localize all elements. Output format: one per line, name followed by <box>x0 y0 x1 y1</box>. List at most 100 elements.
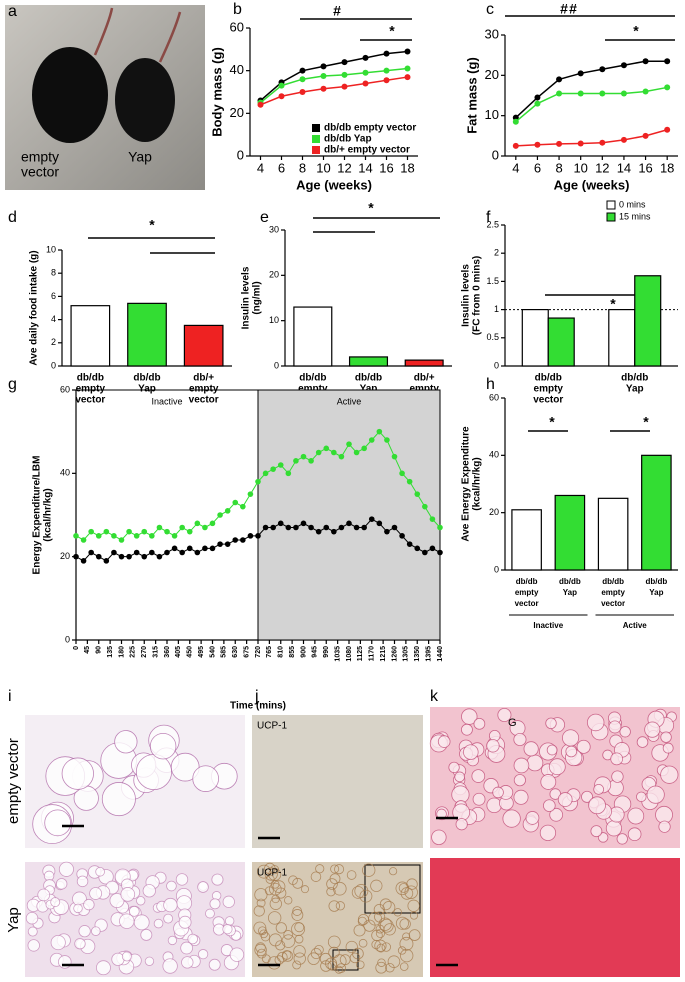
data-point <box>399 533 405 539</box>
data-point <box>209 520 216 527</box>
x-tick-label: 16 <box>379 160 393 175</box>
cell <box>149 732 177 760</box>
data-point <box>368 437 375 443</box>
x-tick-label: 1440 <box>437 646 444 662</box>
y-tick-label: 40 <box>489 450 499 460</box>
panel-label: e <box>260 209 269 226</box>
cell <box>385 962 395 973</box>
cell <box>611 770 624 783</box>
x-tick-label: db/db <box>559 577 581 586</box>
cell <box>277 951 288 963</box>
x-tick-label: empty <box>76 384 106 395</box>
cell <box>328 900 340 912</box>
cell <box>374 939 387 952</box>
data-point <box>331 528 337 535</box>
bar <box>554 494 586 571</box>
cell <box>229 947 245 962</box>
tail <box>93 7 114 56</box>
x-tick-label: 360 <box>164 646 171 658</box>
x-axis-label: Age (weeks) <box>296 177 372 192</box>
data-point <box>255 478 261 485</box>
x-tick-label: empty <box>298 384 328 395</box>
data-point <box>376 428 383 435</box>
data-point <box>299 89 306 95</box>
cell <box>89 887 103 900</box>
cell <box>166 880 177 892</box>
x-tick-label: 0 <box>73 646 80 650</box>
x-tick-label: 8 <box>299 160 306 175</box>
cell <box>334 864 345 875</box>
annotation: # <box>333 3 341 19</box>
data-point <box>164 549 170 556</box>
cell <box>259 929 269 939</box>
data-point <box>315 449 322 456</box>
cell <box>409 911 419 920</box>
cell <box>375 928 386 938</box>
cell <box>162 958 178 974</box>
x-tick-label: db/db <box>535 373 562 384</box>
data-point <box>80 558 87 564</box>
cell <box>636 736 649 748</box>
x-tick-label: db/db <box>133 373 160 384</box>
x-tick-label: empty <box>409 384 439 395</box>
data-point <box>391 453 398 460</box>
cell <box>486 797 502 814</box>
legend-label: db/+ empty vector <box>324 145 410 156</box>
cell <box>389 867 398 876</box>
data-point <box>556 76 563 83</box>
data-point <box>300 520 307 527</box>
cell <box>209 898 221 910</box>
y-tick-label: 0 <box>494 360 499 370</box>
y-tick-label: 30 <box>269 224 279 234</box>
cell <box>610 752 624 766</box>
cell <box>454 771 465 783</box>
bar <box>608 309 636 367</box>
data-point <box>186 528 193 535</box>
annotation: # <box>560 1 568 17</box>
annotation: * <box>643 414 649 430</box>
data-point <box>156 524 163 531</box>
cell <box>264 886 274 896</box>
mouse <box>32 47 108 143</box>
cell <box>74 938 86 950</box>
y-tick-label: 20 <box>269 270 279 280</box>
series-line <box>515 60 668 119</box>
cell <box>399 936 414 951</box>
data-point <box>293 458 299 464</box>
cell <box>546 744 558 756</box>
x-tick-label: 90 <box>96 646 103 654</box>
cell <box>275 940 286 951</box>
data-point <box>202 545 208 552</box>
cell <box>455 818 468 831</box>
y-tick-label: 10 <box>46 244 56 254</box>
group-label: Active <box>623 621 648 630</box>
cell <box>399 962 409 971</box>
y-tick-label: 0 <box>492 147 499 162</box>
data-point <box>141 528 148 535</box>
data-point <box>179 524 185 531</box>
y-tick-label: 0.5 <box>486 332 499 342</box>
y-tick-label: 30 <box>485 26 499 41</box>
cell <box>378 917 392 931</box>
bar <box>348 356 389 367</box>
data-point <box>406 541 413 547</box>
cell <box>326 887 336 897</box>
data-point <box>384 437 390 443</box>
tail <box>158 11 182 63</box>
cell <box>327 935 341 949</box>
series-line <box>260 76 408 106</box>
legend-label: 0 mins <box>619 199 646 209</box>
data-point <box>437 524 443 531</box>
bar <box>521 309 549 367</box>
cell <box>377 958 386 967</box>
data-point <box>437 549 443 556</box>
cell <box>593 783 605 795</box>
x-tick-label: 900 <box>300 646 307 658</box>
cell <box>335 901 345 911</box>
cell <box>256 948 267 959</box>
x-tick-label: 270 <box>141 646 148 658</box>
data-point <box>111 549 117 556</box>
cell <box>58 861 74 877</box>
data-point <box>247 491 254 497</box>
x-tick-label: 18 <box>660 160 674 175</box>
